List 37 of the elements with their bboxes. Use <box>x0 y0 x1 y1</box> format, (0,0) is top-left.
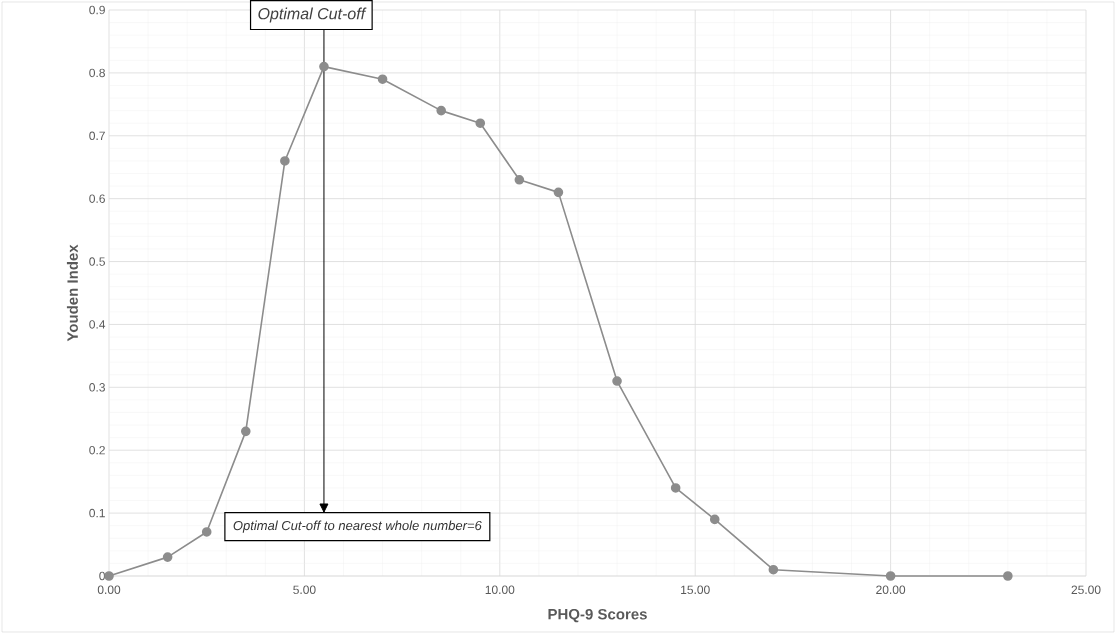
y-tick-label: 0 <box>99 571 106 581</box>
x-tick-label: 0.00 <box>97 585 121 595</box>
y-tick-label: 0.7 <box>89 131 105 141</box>
point <box>709 514 720 525</box>
point <box>319 61 329 72</box>
point <box>553 187 564 198</box>
y-tick-label: 0.6 <box>89 194 105 203</box>
point <box>436 105 446 116</box>
x-tick-label: 10.00 <box>485 585 515 595</box>
point <box>768 564 779 575</box>
ref-line-label: Optimal Cut-off <box>258 7 367 23</box>
y-tick-label: 0.9 <box>89 5 105 15</box>
x-tick-label: 25.00 <box>1071 585 1101 595</box>
y-tick-label: 0.5 <box>89 257 105 266</box>
point <box>240 426 251 437</box>
point <box>612 376 622 386</box>
point <box>885 571 896 581</box>
point <box>514 175 525 185</box>
x-tick-label: 20.00 <box>876 585 906 595</box>
y-tick-label: 0.2 <box>89 445 105 455</box>
point <box>377 74 388 84</box>
point <box>1003 571 1013 581</box>
y-axis-title: Youden Index <box>66 244 78 342</box>
point <box>201 527 212 537</box>
y-tick-label: 0.4 <box>89 320 106 329</box>
annotation: Optimal Cut-off to nearest whole number=6 <box>233 520 482 533</box>
point <box>162 552 173 562</box>
point <box>104 571 114 581</box>
y-tick-label: 0.3 <box>89 383 105 392</box>
point <box>475 118 486 128</box>
y-tick-label: 0.1 <box>89 508 105 518</box>
point <box>670 483 681 493</box>
x-tick-label: 5.00 <box>293 585 316 595</box>
x-tick-label: 15.00 <box>681 585 710 595</box>
x-axis-title: PHQ-9 Scores <box>548 608 647 623</box>
point <box>280 156 290 166</box>
y-tick-label: 0.8 <box>89 68 105 78</box>
